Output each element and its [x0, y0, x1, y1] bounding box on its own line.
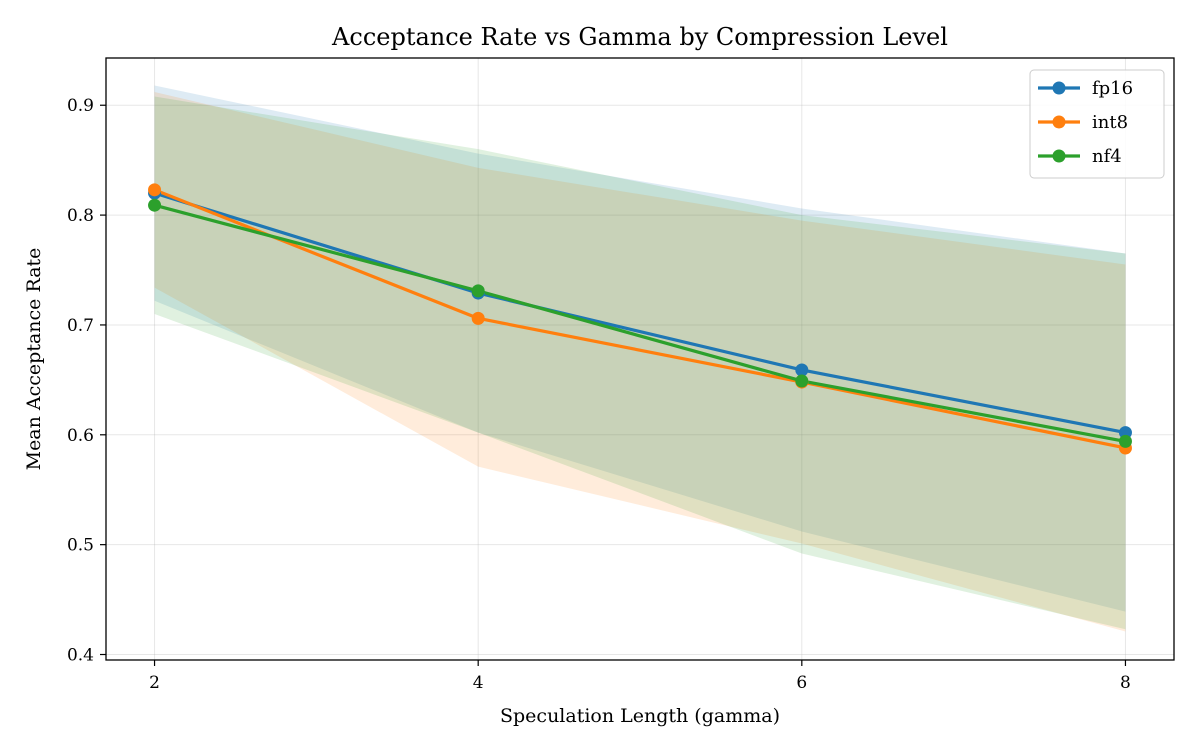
point-int8: [148, 183, 162, 197]
line-int8: [153, 188, 1126, 450]
legend-marker-int8: [1052, 115, 1066, 129]
confidence-bands: [154, 85, 1126, 632]
chart-title: Acceptance Rate vs Gamma by Compression …: [331, 23, 948, 51]
legend: fp16 int8 nf4: [1029, 69, 1165, 179]
point-nf4: [1118, 434, 1132, 448]
x-axis-label: Speculation Length (gamma): [500, 705, 780, 727]
legend-marker-fp16: [1052, 81, 1066, 95]
legend-label-nf4: nf4: [1092, 146, 1122, 167]
y-tick-label: 0.4: [67, 646, 94, 666]
legend-marker-nf4: [1052, 149, 1066, 163]
band-nf4: [154, 96, 1126, 630]
band-fp16: [154, 85, 1126, 612]
point-nf4: [795, 374, 809, 388]
y-tick-label: 0.5: [67, 536, 94, 556]
x-tick-label: 6: [796, 673, 807, 693]
y-tick-label: 0.7: [67, 316, 94, 336]
x-tick-label: 4: [473, 673, 484, 693]
y-axis-label: Mean Acceptance Rate: [23, 248, 45, 471]
y-ticks: 0.4 0.5 0.6 0.7 0.8 0.9: [67, 96, 106, 666]
y-tick-label: 0.8: [67, 206, 94, 226]
point-nf4: [471, 284, 485, 298]
legend-label-fp16: fp16: [1092, 78, 1133, 99]
band-int8: [154, 92, 1126, 632]
series-points: [148, 183, 1132, 455]
point-fp16: [795, 363, 809, 377]
y-tick-label: 0.6: [67, 426, 94, 446]
x-ticks: 2 4 6 8: [149, 660, 1131, 693]
line-fp16: [154, 191, 1126, 435]
point-int8: [471, 311, 485, 325]
line-nf4: [154, 203, 1126, 443]
series-lines: [153, 188, 1126, 450]
x-tick-label: 8: [1120, 673, 1131, 693]
legend-label-int8: int8: [1092, 112, 1128, 133]
plot-frame: [105, 57, 1175, 661]
grid: [106, 58, 1174, 660]
point-nf4: [148, 198, 162, 212]
x-tick-label: 2: [149, 673, 160, 693]
y-tick-label: 0.9: [67, 96, 94, 116]
legend-box: [1029, 69, 1165, 179]
